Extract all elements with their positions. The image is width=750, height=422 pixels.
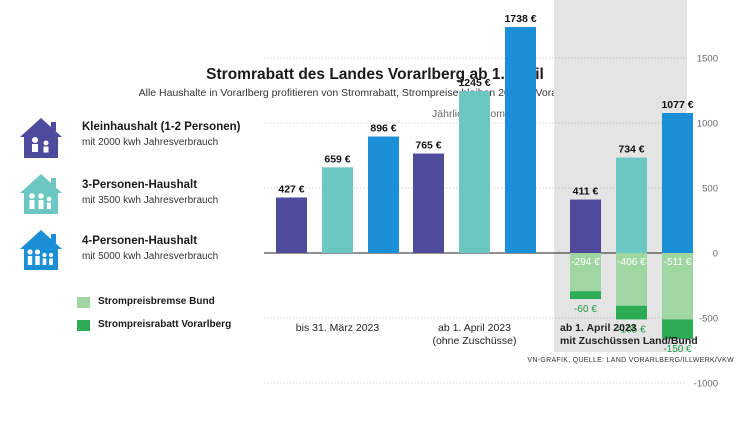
group-label: bis 31. März 2023 bbox=[296, 322, 380, 334]
household-three-label: 3-Personen-Haushalt bbox=[82, 179, 198, 191]
y-tick-label: 1000 bbox=[697, 119, 718, 130]
bar bbox=[322, 167, 353, 253]
household-small-sub: mit 2000 kwh Jahresverbrauch bbox=[82, 137, 219, 148]
legend-label-vorarlberg: Strompreisrabatt Vorarlberg bbox=[98, 319, 232, 330]
bund-value-label: -294 € bbox=[571, 257, 600, 268]
bar-bund bbox=[570, 253, 601, 292]
house-two-persons-icon bbox=[20, 118, 62, 158]
bar-value-label: 765 € bbox=[415, 140, 441, 152]
bar-vorarlberg bbox=[616, 305, 647, 320]
household-small-label: Kleinhaushalt (1-2 Personen) bbox=[82, 121, 241, 133]
bar-value-label: 427 € bbox=[278, 183, 304, 195]
bar-bund bbox=[662, 253, 693, 320]
bar-value-label: 411 € bbox=[573, 186, 599, 198]
household-three-sub: mit 3500 kwh Jahresverbrauch bbox=[82, 195, 219, 206]
bar-value-label: 1077 € bbox=[661, 99, 693, 111]
household-four-label: 4-Personen-Haushalt bbox=[82, 235, 198, 247]
bar-value-label: 896 € bbox=[370, 123, 396, 135]
bar bbox=[368, 136, 399, 253]
bar bbox=[413, 153, 444, 253]
bund-value-label: -511 € bbox=[664, 257, 692, 268]
group-label: (ohne Zuschüsse) bbox=[432, 335, 516, 347]
bar-bund bbox=[616, 253, 647, 306]
house-three-persons-icon bbox=[20, 174, 62, 214]
bund-value-label: -406 € bbox=[617, 257, 646, 268]
bar bbox=[570, 199, 601, 253]
legend-swatch-bund bbox=[77, 297, 90, 308]
legend-label-bund: Strompreisbremse Bund bbox=[98, 296, 215, 307]
group-label: ab 1. April 2023 bbox=[560, 322, 637, 334]
bar-value-label: 659 € bbox=[324, 153, 350, 165]
y-tick-label: -1000 bbox=[694, 379, 718, 390]
bar-vorarlberg bbox=[662, 319, 693, 339]
y-tick-label: 1500 bbox=[697, 54, 718, 65]
vorarlberg-value-label: -150 € bbox=[663, 344, 692, 355]
group-label: mit Zuschüssen Land/Bund bbox=[560, 335, 698, 347]
bar bbox=[505, 27, 536, 254]
bar bbox=[459, 91, 490, 254]
bar bbox=[662, 112, 693, 254]
bar-value-label: 1738 € bbox=[504, 13, 536, 25]
y-tick-label: 0 bbox=[713, 249, 718, 260]
bar bbox=[276, 197, 307, 253]
page-title: Stromrabatt des Landes Vorarlberg ab 1. … bbox=[206, 66, 544, 83]
group-label: ab 1. April 2023 bbox=[438, 322, 511, 334]
bar-vorarlberg bbox=[570, 291, 601, 300]
house-four-persons-icon bbox=[20, 230, 62, 270]
source-note: VN-GRAFIK, QUELLE: LAND VORARLBERG/ILLWE… bbox=[527, 357, 734, 364]
vorarlberg-value-label: -60 € bbox=[574, 304, 597, 315]
y-tick-label: 500 bbox=[702, 184, 718, 195]
vorarlberg-value-label: -105 € bbox=[617, 324, 646, 335]
y-tick-label: -500 bbox=[699, 314, 718, 325]
page-subtitle: Alle Haushalte in Vorarlberg profitieren… bbox=[138, 87, 612, 99]
bar-value-label: 1245 € bbox=[458, 77, 490, 89]
household-four-sub: mit 5000 kwh Jahresverbrauch bbox=[82, 251, 219, 262]
bar-value-label: 734 € bbox=[618, 144, 644, 156]
legend-swatch-vorarlberg bbox=[77, 320, 90, 331]
bar bbox=[616, 157, 647, 253]
